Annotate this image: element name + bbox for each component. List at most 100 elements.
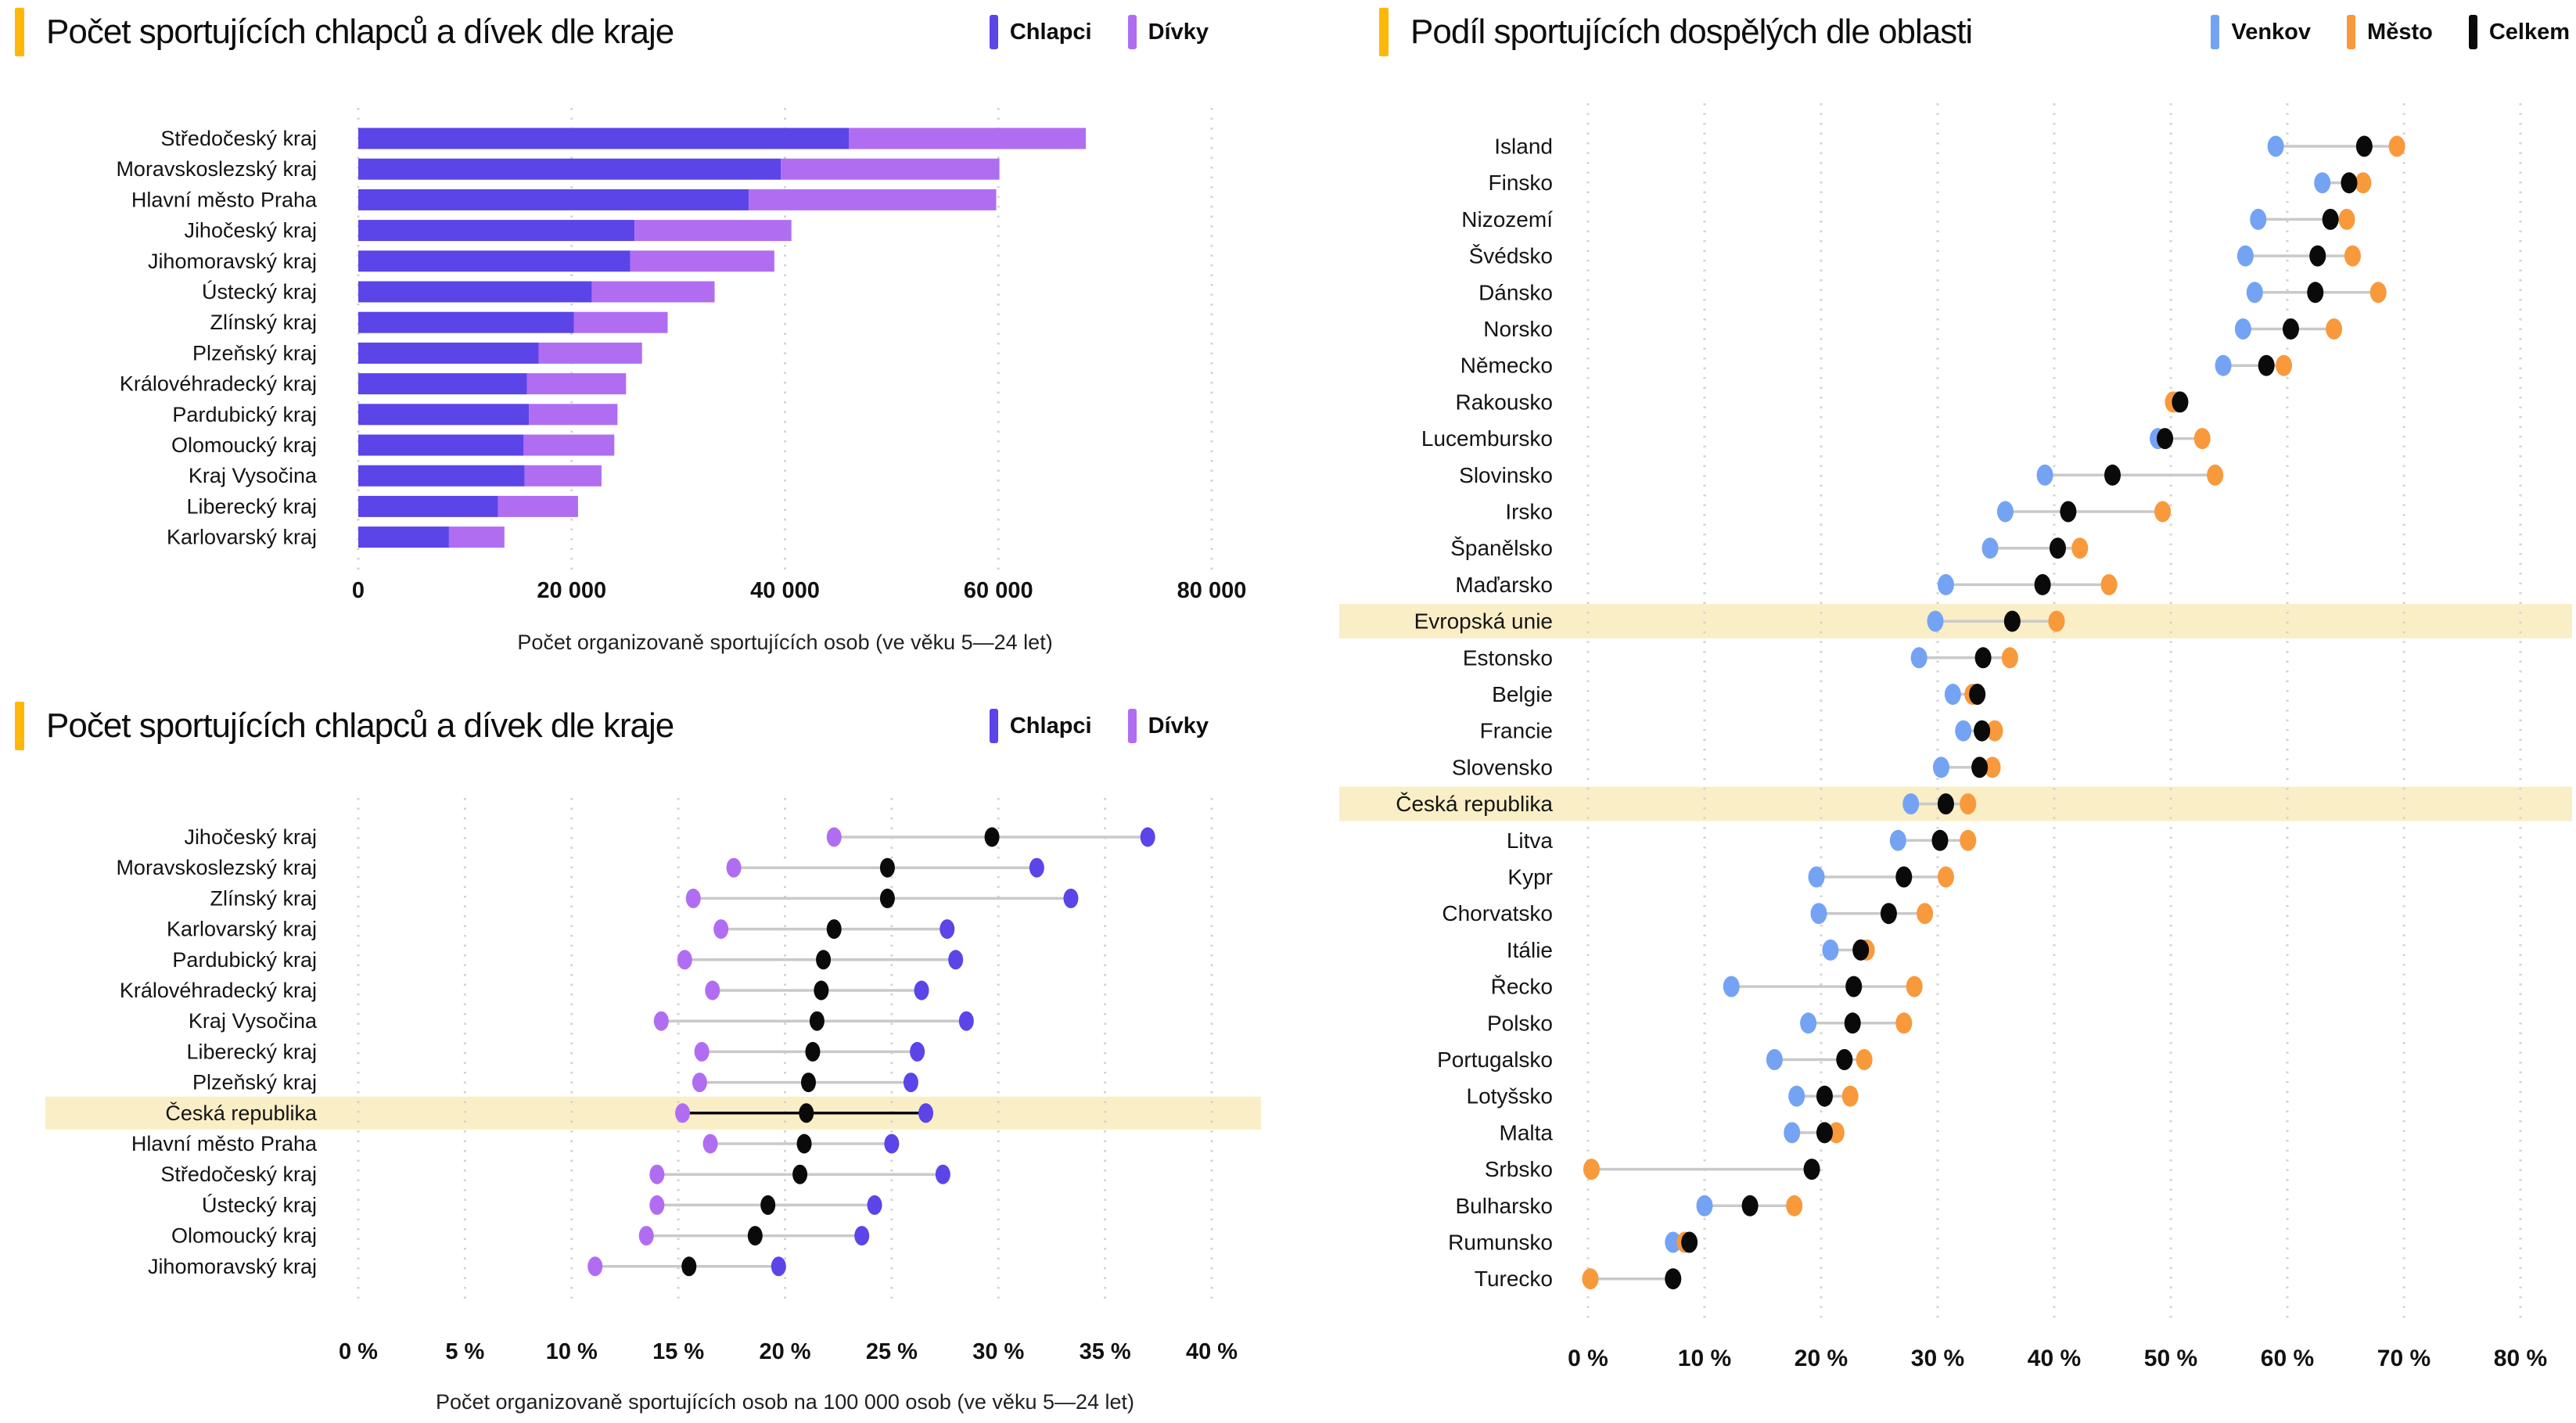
- dot-celkem: [1969, 684, 1986, 705]
- legend-item-divky: Dívky: [1127, 709, 1209, 743]
- dot-celkem: [984, 827, 1000, 847]
- dot-celkem: [826, 919, 842, 940]
- dot-celkem: [1974, 720, 1991, 742]
- dot-celkem: [2034, 573, 2051, 595]
- dot-celkem: [1681, 1231, 1698, 1253]
- bar-segment-chlapci: [358, 189, 749, 210]
- bar-segment-chlapci: [358, 158, 781, 180]
- bar-segment-divky: [749, 189, 997, 210]
- dot-divky: [692, 1073, 707, 1093]
- bar-segment-chlapci: [358, 311, 574, 333]
- dot-divky: [675, 1103, 691, 1123]
- category-label-island: Island: [1494, 135, 1553, 159]
- bar-segment-chlapci: [358, 465, 525, 487]
- dot-mesto: [1583, 1159, 1600, 1180]
- dot-mesto: [2355, 172, 2372, 194]
- dot-celkem: [2049, 537, 2066, 559]
- category-label-jihomoravsky-kraj: Jihomoravský kraj: [148, 250, 317, 273]
- dot-venkov: [1927, 610, 1944, 632]
- x-tick-label: 60 %: [2261, 1346, 2314, 1371]
- legend-adults-dumbbell: Venkov Město Celkem: [2211, 15, 2570, 49]
- bar-segment-divky: [573, 311, 668, 333]
- x-tick-label: 20 %: [759, 1339, 810, 1364]
- bar-segment-divky: [448, 526, 505, 548]
- x-tick-label: 10 %: [546, 1339, 598, 1364]
- dot-chlapci: [948, 950, 964, 970]
- dot-celkem: [2172, 391, 2189, 413]
- dot-venkov: [1800, 1012, 1817, 1034]
- category-label-rumunsko: Rumunsko: [1448, 1231, 1553, 1255]
- dot-venkov: [1788, 1085, 1805, 1107]
- title-accent-bar: [15, 8, 24, 56]
- category-label-madarsko: Maďarsko: [1455, 573, 1553, 597]
- dot-mesto: [2388, 135, 2405, 157]
- x-tick-label: 40 000: [750, 578, 820, 603]
- category-label-ustecky-kraj: Ústecký kraj: [202, 279, 317, 304]
- dot-venkov: [1665, 1231, 1682, 1253]
- category-label-lotyssko: Lotyšsko: [1467, 1084, 1554, 1109]
- category-label-evropska-unie: Evropská unie: [1414, 609, 1553, 634]
- dot-celkem: [1895, 866, 1913, 888]
- category-label-kralovehradecky-kraj: Královéhradecký kraj: [120, 372, 317, 396]
- dot-chlapci: [940, 919, 955, 940]
- header-adults-dumbbell: Podíl sportujících dospělých dle oblasti…: [1379, 3, 2570, 61]
- legend-item-chlapci: Chlapci: [989, 15, 1092, 49]
- chart-title-boys-girls-dumbbell: Počet sportujících chlapců a dívek dle k…: [46, 706, 674, 745]
- dot-mesto: [1841, 1085, 1859, 1107]
- dot-celkem: [2307, 282, 2324, 304]
- header-boys-girls-dumbbell: Počet sportujících chlapců a dívek dle k…: [15, 697, 1209, 755]
- category-label-plzensky-kraj: Plzeňský kraj: [192, 341, 317, 365]
- category-label-ustecky-kraj: Ústecký kraj: [202, 1192, 317, 1216]
- dot-mesto: [1906, 976, 1923, 997]
- dot-divky: [677, 950, 692, 970]
- dot-celkem: [1836, 1049, 1853, 1070]
- legend-label-divky: Dívky: [1148, 713, 1209, 738]
- x-axis-caption-bar: Počet organizovaně sportujících osob (ve…: [517, 631, 1053, 654]
- dot-venkov: [2234, 318, 2251, 340]
- category-label-slovensko: Slovensko: [1452, 755, 1553, 779]
- dot-celkem: [747, 1226, 763, 1246]
- category-label-polsko: Polsko: [1487, 1011, 1553, 1035]
- bar-segment-chlapci: [358, 281, 592, 303]
- dot-celkem: [799, 1103, 814, 1123]
- legend-label-venkov: Venkov: [2231, 19, 2312, 45]
- dot-mesto: [2338, 208, 2355, 230]
- category-label-nizozemi: Nizozemí: [1461, 207, 1553, 232]
- dot-divky: [587, 1256, 603, 1277]
- dot-celkem: [2282, 318, 2299, 340]
- category-label-estonsko: Estonsko: [1463, 645, 1553, 670]
- category-label-hlavni-mesto-praha: Hlavní město Praha: [131, 1132, 318, 1155]
- category-label-spanelsko: Španělsko: [1450, 536, 1553, 560]
- dot-venkov: [1944, 684, 1961, 705]
- dot-mesto: [1856, 1049, 1873, 1070]
- x-axis-caption-regions: Počet organizovaně sportujících osob na …: [435, 1390, 1135, 1414]
- legend-label-chlapci: Chlapci: [1009, 713, 1092, 738]
- bar-segment-divky: [781, 158, 1000, 180]
- dot-celkem: [1880, 903, 1897, 925]
- category-label-olomoucky-kraj: Olomoucký kraj: [171, 433, 317, 457]
- dot-celkem: [816, 950, 832, 970]
- category-label-plzensky-kraj: Plzeňský kraj: [192, 1071, 317, 1094]
- category-label-kraj-vysocina: Kraj Vysočina: [189, 464, 318, 487]
- legend-label-divky: Dívky: [1148, 19, 1209, 45]
- dot-mesto: [1960, 829, 1977, 851]
- dot-celkem: [2355, 135, 2373, 157]
- dot-celkem: [879, 888, 895, 908]
- bar-segment-divky: [849, 128, 1087, 149]
- category-label-liberecky-kraj: Liberecký kraj: [186, 494, 317, 518]
- title-accent-bar: [15, 702, 24, 750]
- legend-swatch-divky: [1127, 709, 1137, 743]
- legend-item-chlapci: Chlapci: [989, 709, 1092, 743]
- dot-venkov: [2246, 282, 2263, 304]
- dot-venkov: [2250, 208, 2267, 230]
- category-label-zlinsky-kraj: Zlínský kraj: [210, 311, 317, 334]
- dot-celkem: [2003, 610, 2021, 632]
- category-label-jihomoravsky-kraj: Jihomoravský kraj: [148, 1255, 317, 1278]
- dot-celkem: [2104, 464, 2121, 486]
- dot-celkem: [2322, 208, 2339, 230]
- x-tick-label: 30 %: [1911, 1346, 1964, 1371]
- dot-chlapci: [1029, 857, 1044, 878]
- dot-mesto: [2001, 647, 2018, 669]
- dot-divky: [713, 919, 729, 940]
- category-label-ceska-republika: Česká republika: [165, 1101, 318, 1125]
